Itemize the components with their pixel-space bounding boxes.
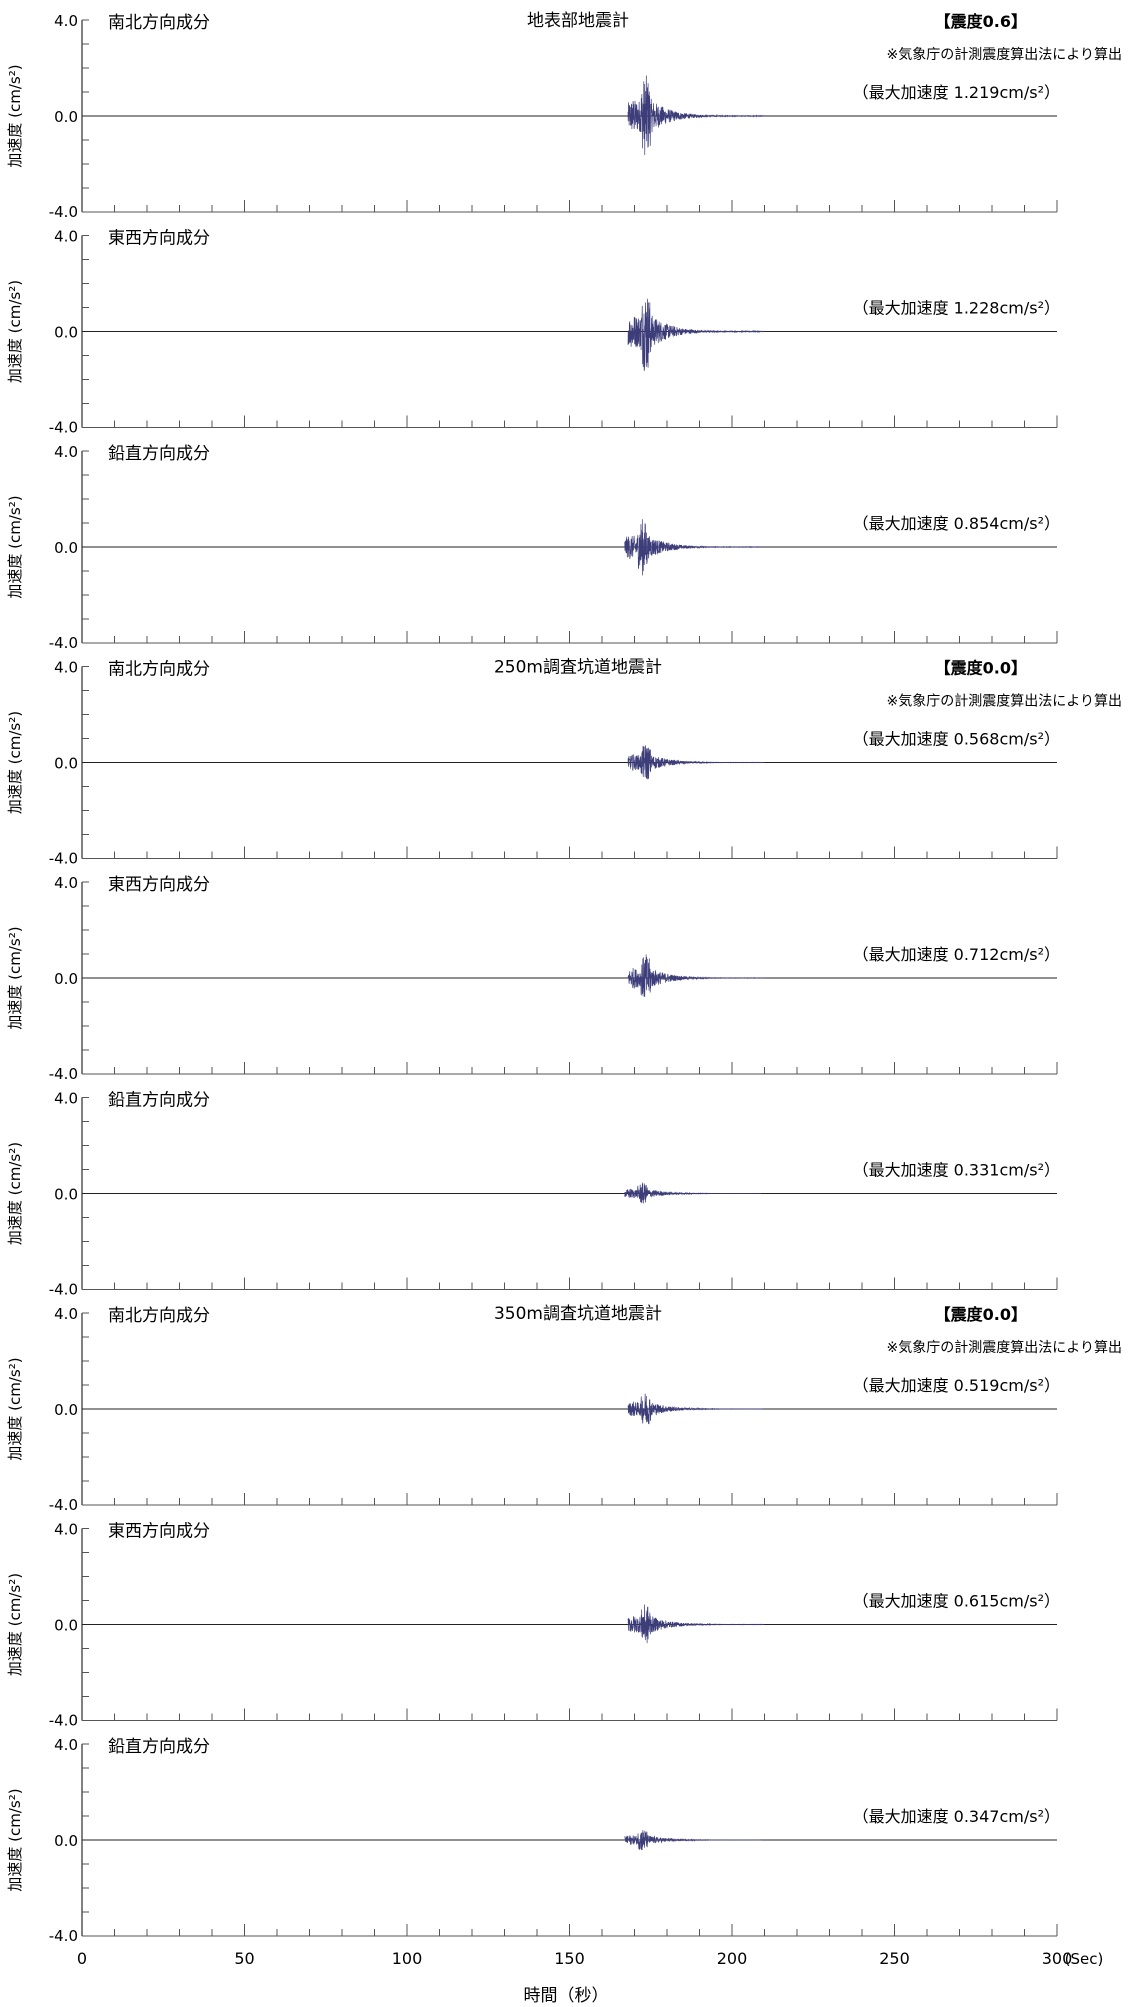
y-tick-label: 0.0 <box>54 1617 78 1635</box>
waveform-trace <box>627 745 765 780</box>
component-label: 鉛直方向成分 <box>108 444 210 464</box>
y-tick-label: 0.0 <box>54 1186 78 1204</box>
y-axis-label: 加速度 (cm/s²) <box>6 64 24 167</box>
waveform-trace <box>624 1182 762 1204</box>
component-label: 東西方向成分 <box>108 1522 210 1542</box>
y-tick-label: 4.0 <box>54 12 78 30</box>
y-tick-label: -4.0 <box>49 1496 78 1514</box>
y-tick-label: 4.0 <box>54 1736 78 1754</box>
x-axis-label: 時間（秒） <box>524 1986 609 2006</box>
y-tick-label: -4.0 <box>49 1065 78 1083</box>
y-axis-label: 加速度 (cm/s²) <box>6 711 24 814</box>
y-tick-label: -4.0 <box>49 850 78 868</box>
y-tick-label: 0.0 <box>54 755 78 773</box>
seismic-intensity: 【震度0.0】 <box>935 1305 1027 1324</box>
waveform-trace <box>627 954 765 997</box>
peak-acceleration: （最大加速度 0.615cm/s²） <box>853 1592 1060 1611</box>
component-label: 東西方向成分 <box>108 229 210 249</box>
x-tick-label: 250 <box>879 1949 910 1968</box>
x-tick-label: 100 <box>392 1949 423 1968</box>
y-axis-label: 加速度 (cm/s²) <box>6 1357 24 1460</box>
y-tick-label: -4.0 <box>49 419 78 437</box>
y-tick-label: 4.0 <box>54 874 78 892</box>
station-title: 地表部地震計 <box>527 11 629 31</box>
y-tick-label: 0.0 <box>54 1401 78 1419</box>
y-tick-label: -4.0 <box>49 203 78 221</box>
peak-acceleration: （最大加速度 1.228cm/s²） <box>853 299 1060 318</box>
y-tick-label: 0.0 <box>54 108 78 126</box>
y-axis-label: 加速度 (cm/s²) <box>6 1142 24 1245</box>
x-tick-label: 0 <box>77 1949 87 1968</box>
waveform-trace <box>627 1604 765 1644</box>
y-tick-label: 4.0 <box>54 659 78 677</box>
component-label: 南北方向成分 <box>108 1306 210 1326</box>
y-axis-label: 加速度 (cm/s²) <box>6 926 24 1029</box>
y-tick-label: 4.0 <box>54 443 78 461</box>
peak-acceleration: （最大加速度 0.331cm/s²） <box>853 1161 1060 1180</box>
peak-acceleration: （最大加速度 0.519cm/s²） <box>853 1376 1060 1395</box>
y-tick-label: 4.0 <box>54 1521 78 1539</box>
waveform-trace <box>624 1830 762 1851</box>
x-tick-label: 200 <box>717 1949 748 1968</box>
station-title: 350m調査坑道地震計 <box>494 1304 662 1324</box>
y-tick-label: -4.0 <box>49 1927 78 1945</box>
component-label: 南北方向成分 <box>108 13 210 33</box>
component-label: 南北方向成分 <box>108 660 210 680</box>
waveform-trace <box>627 298 765 371</box>
waveform-trace <box>627 75 765 155</box>
y-tick-label: 0.0 <box>54 1832 78 1850</box>
x-tick-label: 300 <box>1042 1949 1073 1968</box>
seismic-intensity: 【震度0.6】 <box>935 12 1027 31</box>
component-label: 鉛直方向成分 <box>108 1091 210 1111</box>
y-tick-label: 0.0 <box>54 324 78 342</box>
component-label: 鉛直方向成分 <box>108 1737 210 1757</box>
peak-acceleration: （最大加速度 0.347cm/s²） <box>853 1807 1060 1826</box>
y-tick-label: 0.0 <box>54 539 78 557</box>
y-tick-label: 4.0 <box>54 228 78 246</box>
y-tick-label: 4.0 <box>54 1305 78 1323</box>
intensity-note: ※気象庁の計測震度算出法により算出 <box>887 47 1122 63</box>
waveform-trace <box>627 1393 765 1425</box>
x-unit-label: (Sec) <box>1065 1950 1104 1968</box>
peak-acceleration: （最大加速度 0.854cm/s²） <box>853 514 1060 533</box>
intensity-note: ※気象庁の計測震度算出法により算出 <box>887 1340 1122 1356</box>
component-label: 東西方向成分 <box>108 875 210 895</box>
x-tick-label: 150 <box>554 1949 585 1968</box>
waveform-trace <box>624 519 762 576</box>
y-tick-label: 4.0 <box>54 1090 78 1108</box>
peak-acceleration: （最大加速度 0.712cm/s²） <box>853 945 1060 964</box>
y-axis-label: 加速度 (cm/s²) <box>6 495 24 598</box>
y-tick-label: -4.0 <box>49 1712 78 1730</box>
intensity-note: ※気象庁の計測震度算出法により算出 <box>887 694 1122 710</box>
y-axis-label: 加速度 (cm/s²) <box>6 280 24 383</box>
y-tick-label: 0.0 <box>54 970 78 988</box>
seismic-intensity: 【震度0.0】 <box>935 659 1027 678</box>
x-tick-label: 50 <box>234 1949 254 1968</box>
station-title: 250m調査坑道地震計 <box>494 658 662 678</box>
peak-acceleration: （最大加速度 1.219cm/s²） <box>853 83 1060 102</box>
y-axis-label: 加速度 (cm/s²) <box>6 1573 24 1676</box>
y-tick-label: -4.0 <box>49 634 78 652</box>
y-axis-label: 加速度 (cm/s²) <box>6 1788 24 1891</box>
peak-acceleration: （最大加速度 0.568cm/s²） <box>853 730 1060 749</box>
y-tick-label: -4.0 <box>49 1281 78 1299</box>
